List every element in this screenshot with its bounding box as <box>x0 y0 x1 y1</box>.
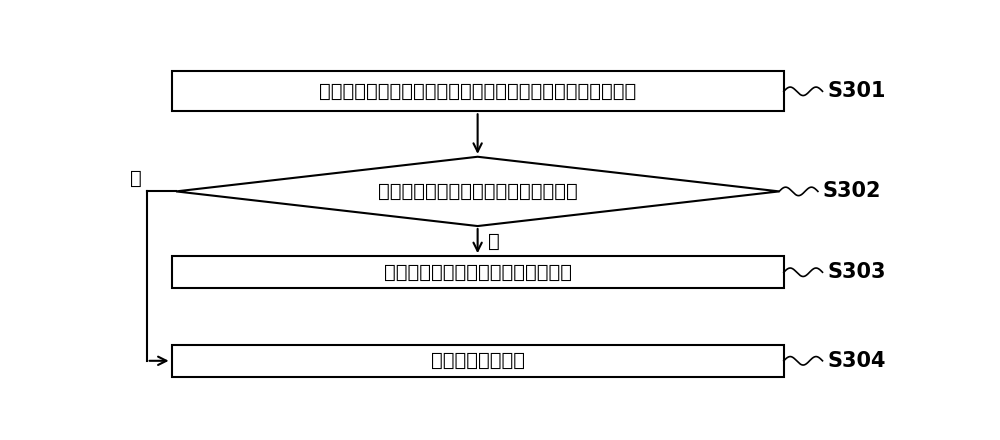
Text: 按照预设流程处理: 按照预设流程处理 <box>431 351 525 370</box>
Polygon shape <box>176 157 779 226</box>
Text: 否: 否 <box>130 169 142 187</box>
Bar <box>172 345 784 377</box>
Text: 将在预设区间的体温确定为样本体温: 将在预设区间的体温确定为样本体温 <box>384 263 572 282</box>
Text: S302: S302 <box>823 181 881 202</box>
Text: 判断多个所述体温是否均在预设区间内: 判断多个所述体温是否均在预设区间内 <box>378 182 578 201</box>
Text: S301: S301 <box>827 81 886 101</box>
Bar <box>172 256 784 289</box>
Text: 是: 是 <box>488 231 499 250</box>
Text: S304: S304 <box>827 351 886 371</box>
Text: S303: S303 <box>827 262 886 282</box>
Bar <box>172 71 784 111</box>
Text: 通过红外传感器同时采集目标人员面部的同一区域的多个体温: 通过红外传感器同时采集目标人员面部的同一区域的多个体温 <box>319 82 636 101</box>
